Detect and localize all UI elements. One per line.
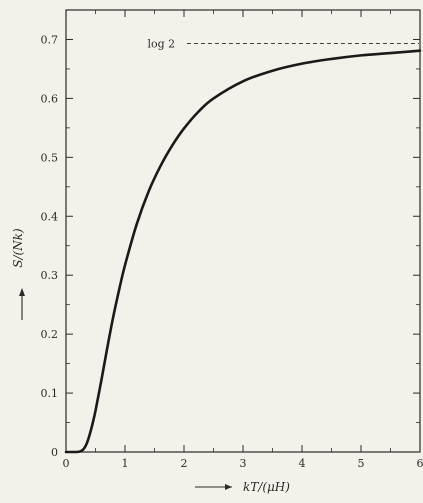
y-tick-label: 0.5 [41, 151, 59, 164]
axis-ticks [65, 9, 421, 453]
y-axis-title: S/(Nk) [11, 228, 25, 268]
x-tick-label: 1 [122, 457, 129, 470]
entropy-curve [64, 49, 422, 454]
y-tick-label: 0.4 [41, 210, 59, 223]
x-tick-label: 4 [299, 457, 306, 470]
axis-titles: kT/(μH) S/(Nk) [11, 228, 290, 494]
y-tick-label: 0.6 [41, 92, 59, 105]
x-tick-label: 3 [240, 457, 247, 470]
x-tick-label: 6 [417, 457, 423, 470]
x-tick-label: 0 [63, 457, 70, 470]
annotations: log 2 [147, 38, 419, 51]
y-tick-label: 0.7 [41, 33, 59, 46]
tick-labels: 0 1 2 3 4 5 6 0 0.1 0.2 0.3 0.4 0.5 0.6 0.7 [41, 33, 423, 470]
plot-frame [65, 9, 421, 453]
log2-label: log 2 [147, 38, 175, 51]
y-tick-label: 0 [51, 446, 58, 459]
x-axis-title: kT/(μH) [243, 480, 290, 494]
series-layer [64, 49, 422, 454]
x-tick-label: 5 [358, 457, 365, 470]
y-tick-label: 0.1 [41, 387, 59, 400]
y-tick-label: 0.2 [41, 328, 59, 341]
plot-border [65, 9, 421, 453]
x-axis-arrow-head [225, 484, 232, 490]
x-tick-label: 2 [181, 457, 188, 470]
y-axis-arrow-head [19, 288, 25, 296]
y-tick-label: 0.3 [41, 269, 59, 282]
